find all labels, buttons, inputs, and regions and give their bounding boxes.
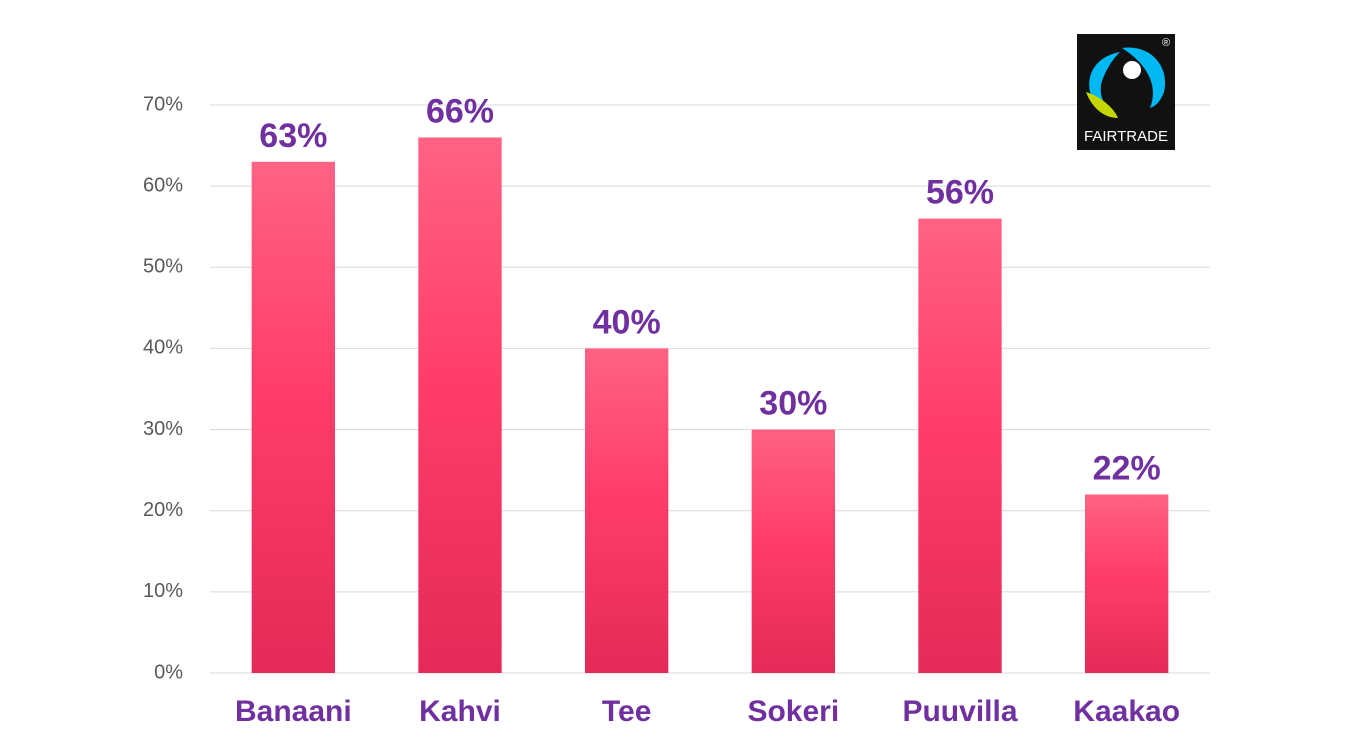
bar <box>751 429 835 673</box>
x-tick-label: Puuvilla <box>902 695 1017 728</box>
logo-blue-right <box>1122 47 1166 108</box>
value-label: 56% <box>926 174 994 212</box>
logo-head <box>1123 61 1141 79</box>
y-tick-label: 40% <box>143 337 183 359</box>
y-tick-label: 50% <box>143 256 183 278</box>
bar <box>251 161 335 674</box>
y-tick-label: 30% <box>143 418 183 440</box>
value-label: 63% <box>259 117 327 155</box>
x-tick-label: Kaakao <box>1073 695 1180 728</box>
logo-registered: ® <box>1162 37 1170 49</box>
y-tick-label: 70% <box>143 93 183 115</box>
value-label: 40% <box>593 303 661 341</box>
logo-leaf <box>1086 92 1118 118</box>
bar <box>918 218 1002 673</box>
value-label: 30% <box>759 385 827 423</box>
x-tick-label: Sokeri <box>747 695 839 728</box>
bar <box>1085 494 1169 673</box>
bar <box>418 137 502 673</box>
value-label: 66% <box>426 92 494 130</box>
bar <box>585 348 669 673</box>
value-label: 22% <box>1093 449 1161 487</box>
x-tick-label: Tee <box>602 695 651 728</box>
y-tick-label: 60% <box>143 174 183 196</box>
x-tick-label: Banaani <box>235 695 352 728</box>
y-tick-label: 0% <box>154 661 183 683</box>
y-tick-label: 10% <box>143 580 183 602</box>
fairtrade-logo: ® FAIRTRADE <box>1077 34 1175 150</box>
y-tick-label: 20% <box>143 499 183 521</box>
logo-text: FAIRTRADE <box>1084 128 1168 145</box>
x-tick-label: Kahvi <box>419 695 501 728</box>
